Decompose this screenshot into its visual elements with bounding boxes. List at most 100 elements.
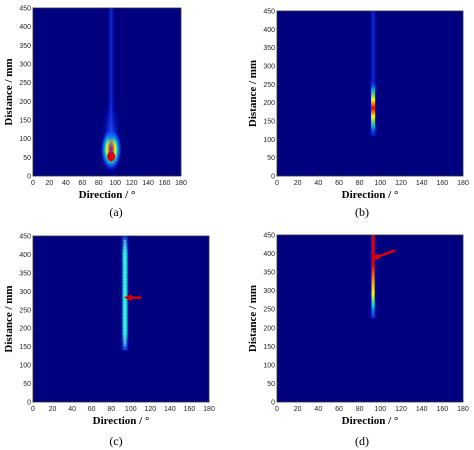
arrow-shaft bbox=[375, 249, 396, 259]
y-tick-label: 50 bbox=[267, 155, 275, 162]
panel-caption: (d) bbox=[355, 434, 369, 448]
heatmap-a bbox=[100, 8, 123, 176]
x-tick-label: 120 bbox=[395, 180, 407, 187]
x-tick-label: 120 bbox=[126, 180, 138, 187]
y-tick-label: 200 bbox=[263, 100, 275, 107]
y-tick-label: 400 bbox=[263, 27, 275, 34]
plot-frame bbox=[276, 234, 464, 403]
y-tick-label: 350 bbox=[19, 270, 31, 277]
x-tick-label: 20 bbox=[49, 406, 57, 413]
x-tick-label: 80 bbox=[95, 180, 103, 187]
streak-speckle bbox=[124, 257, 126, 259]
x-tick-label: 60 bbox=[335, 406, 343, 413]
x-axis-label: Direction / ° bbox=[93, 415, 150, 427]
streak-speckle bbox=[124, 291, 126, 293]
y-tick-label: 350 bbox=[263, 45, 275, 52]
y-tick-label: 50 bbox=[267, 381, 275, 388]
streak-speckle bbox=[124, 266, 126, 268]
streak-speckle bbox=[124, 333, 126, 336]
streak-speckle bbox=[124, 255, 126, 258]
y-tick-label: 150 bbox=[19, 118, 31, 125]
x-tick-label: 100 bbox=[374, 406, 386, 413]
x-tick-label: 120 bbox=[144, 406, 156, 413]
x-tick-label: 40 bbox=[68, 406, 76, 413]
streak-speckle bbox=[124, 332, 126, 334]
plot-frame bbox=[32, 235, 210, 403]
heatmap-b bbox=[368, 11, 379, 136]
streak-speckle bbox=[124, 289, 126, 291]
faint-beam bbox=[107, 8, 116, 154]
y-tick-label: 250 bbox=[19, 307, 31, 314]
x-tick-label: 160 bbox=[436, 180, 448, 187]
streak-speckle bbox=[124, 247, 126, 249]
streak-speckle bbox=[124, 254, 126, 256]
streak-speckle bbox=[124, 263, 126, 265]
streak-speckle bbox=[124, 268, 126, 270]
x-axis-label: Direction / ° bbox=[79, 189, 136, 201]
x-tick-label: 160 bbox=[159, 180, 171, 187]
streak-speckle bbox=[124, 307, 126, 309]
streak-speckle bbox=[124, 303, 126, 305]
streak-speckle bbox=[124, 302, 126, 304]
streak-speckle bbox=[124, 323, 126, 325]
y-tick-label: 100 bbox=[263, 362, 275, 369]
streak-speckle bbox=[124, 319, 126, 321]
streak-speckle bbox=[124, 287, 126, 289]
streak-speckle bbox=[124, 341, 126, 343]
y-tick-label: 0 bbox=[27, 400, 31, 407]
y-tick-label: 400 bbox=[263, 251, 275, 258]
streak-speckle bbox=[124, 344, 126, 346]
x-tick-label: 80 bbox=[356, 406, 364, 413]
streak-speckle bbox=[124, 325, 126, 327]
streak-speckle bbox=[124, 282, 126, 284]
y-tick-label: 50 bbox=[23, 381, 31, 388]
streak-speckle bbox=[124, 273, 126, 275]
y-axis-label: Distance / mm bbox=[247, 60, 259, 127]
y-tick-label: 300 bbox=[19, 62, 31, 69]
x-tick-label: 40 bbox=[62, 180, 70, 187]
streak-speckle bbox=[124, 342, 126, 344]
y-tick-label: 350 bbox=[19, 43, 31, 50]
x-tick-label: 0 bbox=[275, 406, 279, 413]
streak-speckle bbox=[124, 312, 126, 314]
x-tick-label: 100 bbox=[125, 406, 137, 413]
y-tick-label: 250 bbox=[263, 307, 275, 314]
x-tick-label: 180 bbox=[457, 180, 469, 187]
streak-speckle bbox=[124, 241, 126, 243]
y-tick-label: 300 bbox=[263, 288, 275, 295]
streak-speckle bbox=[124, 316, 126, 318]
streak-speckle bbox=[124, 335, 126, 337]
x-tick-label: 100 bbox=[109, 180, 121, 187]
streak-speckle bbox=[124, 330, 126, 332]
x-tick-label: 140 bbox=[142, 180, 154, 187]
streak-speckle bbox=[124, 248, 126, 250]
x-axis-label: Direction / ° bbox=[342, 415, 399, 427]
streak-speckle bbox=[124, 309, 126, 311]
y-tick-label: 0 bbox=[271, 174, 275, 181]
streak-speckle bbox=[124, 294, 126, 297]
streak bbox=[371, 235, 375, 319]
panel-caption: (c) bbox=[109, 434, 122, 448]
y-tick-label: 250 bbox=[263, 82, 275, 89]
x-tick-label: 20 bbox=[294, 406, 302, 413]
panel-c: 0 20 40 60 80 100 120 140 160 180 0 50 100 150 200 250 3… bbox=[3, 234, 215, 449]
x-tick-label: 80 bbox=[107, 406, 115, 413]
streak-speckle bbox=[124, 293, 126, 295]
y-axis-label: Distance / mm bbox=[3, 285, 15, 352]
plot-frame bbox=[276, 10, 464, 177]
x-tick-label: 40 bbox=[314, 406, 322, 413]
streak-speckle bbox=[124, 240, 126, 242]
x-tick-label: 80 bbox=[356, 180, 364, 187]
y-tick-label: 150 bbox=[263, 119, 275, 126]
y-tick-label: 150 bbox=[263, 344, 275, 351]
plot-frame bbox=[32, 7, 182, 177]
streak-speckle bbox=[124, 337, 126, 339]
streak-speckle bbox=[124, 270, 126, 272]
x-tick-label: 180 bbox=[457, 406, 469, 413]
y-tick-label: 450 bbox=[263, 233, 275, 240]
x-tick-label: 60 bbox=[78, 180, 86, 187]
y-tick-label: 300 bbox=[19, 289, 31, 296]
streak-speckle bbox=[124, 271, 126, 274]
x-tick-label: 180 bbox=[175, 180, 187, 187]
streak-speckle bbox=[124, 280, 126, 282]
